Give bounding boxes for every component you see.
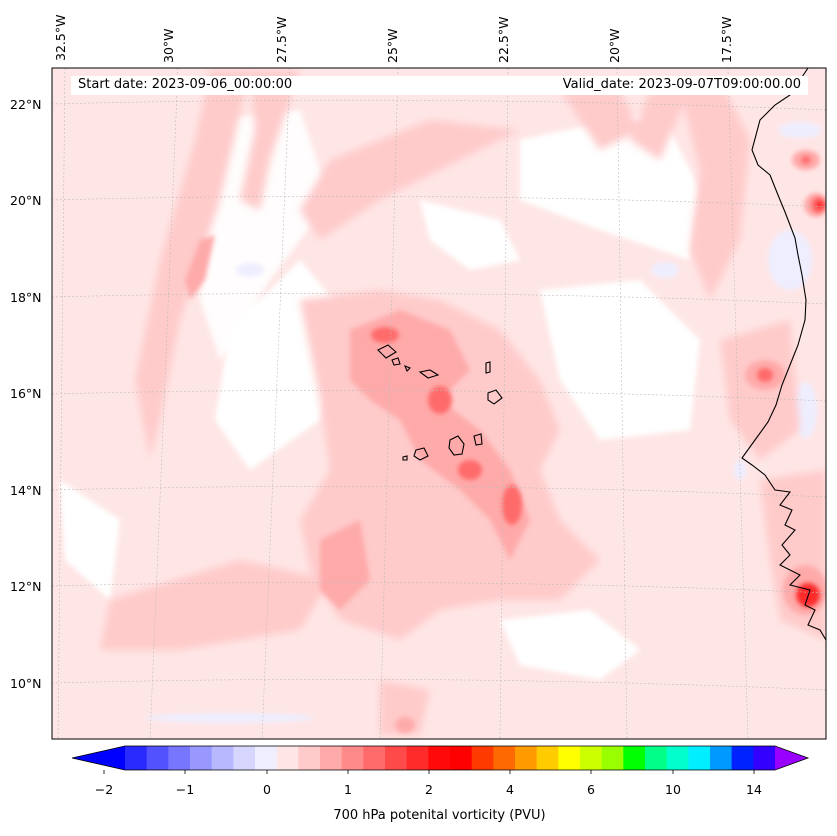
- map-frame: [51, 67, 827, 740]
- lat-label: 18°N: [10, 290, 42, 305]
- colorbar-tick-label: −1: [175, 782, 195, 797]
- date-banner: Start date: 2023-09-06_00:00:00 Valid_da…: [71, 76, 808, 95]
- colorbar-cell: [580, 746, 603, 770]
- colorbar-cell: [623, 746, 646, 770]
- colorbar-tick-label: 14: [746, 782, 762, 797]
- colorbar-cell: [493, 746, 516, 770]
- start-date-label: Start date: 2023-09-06_00:00:00: [78, 77, 293, 92]
- colorbar-cell: [255, 746, 278, 770]
- colorbar-cell: [710, 746, 733, 770]
- lat-label: 10°N: [10, 676, 42, 691]
- colorbar-tick-label: 2: [425, 782, 433, 797]
- colorbar-cell: [688, 746, 711, 770]
- pv-negative-contours: [145, 122, 822, 723]
- colorbar-cell: [385, 746, 408, 770]
- colorbar-cell: [558, 746, 581, 770]
- lat-label: 16°N: [10, 386, 42, 401]
- colorbar-cell: [450, 746, 473, 770]
- lat-label: 12°N: [10, 579, 42, 594]
- colorbar-outline: [71, 745, 810, 771]
- colorbar-cell: [536, 746, 559, 770]
- colorbar-tick-label: 4: [506, 782, 514, 797]
- lon-label: 27.5°W: [274, 16, 289, 63]
- colorbar-cell: [276, 746, 299, 770]
- colorbar-cell: [320, 746, 343, 770]
- colorbar-tick-label: 10: [665, 782, 681, 797]
- colorbar-cell: [298, 746, 321, 770]
- cape-verde-islands: [377, 344, 503, 461]
- pv-positive-contours-3: [371, 156, 825, 525]
- colorbar-cell: [601, 746, 624, 770]
- colorbar-extend-low: [72, 746, 125, 770]
- lon-label: 32.5°W: [53, 14, 68, 61]
- colorbar-cell: [168, 746, 191, 770]
- lat-label: 14°N: [10, 483, 42, 498]
- colorbar-tick-label: 0: [263, 782, 271, 797]
- lon-label: 17.5°W: [719, 16, 734, 63]
- lat-label: 20°N: [10, 193, 42, 208]
- colorbar-cell: [146, 746, 169, 770]
- lon-label: 30°W: [161, 28, 176, 63]
- colorbar-cell: [753, 746, 776, 770]
- colorbar-cell: [471, 746, 494, 770]
- lon-label: 20°W: [607, 28, 622, 63]
- colorbar-cell: [363, 746, 386, 770]
- colorbar-tick-label: −2: [94, 782, 114, 797]
- colorbar-cell: [666, 746, 689, 770]
- african-coastline: [741, 68, 826, 641]
- valid-date-label: Valid_date: 2023-09-07T09:00:00.00: [562, 77, 801, 92]
- colorbar-cell: [645, 746, 668, 770]
- colorbar-cell: [731, 746, 754, 770]
- lon-label: 22.5°W: [496, 16, 511, 63]
- colorbar-cell: [406, 746, 429, 770]
- colorbar-cell: [341, 746, 364, 770]
- colorbar-cell: [428, 746, 451, 770]
- colorbar-cell: [233, 746, 256, 770]
- colorbar-cell: [125, 746, 148, 770]
- colorbar-tick-label: 1: [344, 782, 352, 797]
- colorbar-tick-label: 6: [587, 782, 595, 797]
- colorbar: [71, 745, 810, 774]
- colorbar-cell: [190, 746, 213, 770]
- colorbar-extend-high: [775, 746, 808, 770]
- lon-label: 25°W: [385, 28, 400, 63]
- colorbar-cell: [515, 746, 538, 770]
- lat-label: 22°N: [10, 97, 42, 112]
- colorbar-cell: [211, 746, 234, 770]
- colorbar-title: 700 hPa potenital vorticity (PVU): [333, 808, 546, 823]
